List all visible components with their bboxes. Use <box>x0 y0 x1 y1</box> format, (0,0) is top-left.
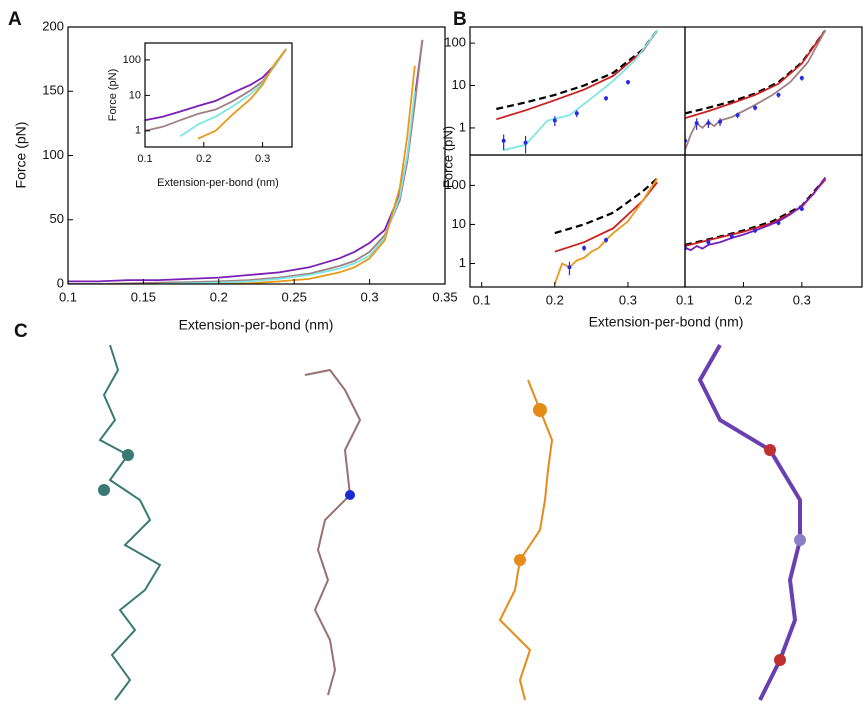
x-tick-label: 0.2 <box>734 292 752 307</box>
x-tick-label: 0.2 <box>196 153 211 165</box>
series-line <box>218 65 416 284</box>
x-tick-label: 0.1 <box>473 292 491 307</box>
data-point <box>799 76 804 81</box>
y-tick-label: 100 <box>444 177 466 192</box>
y-tick-label: 100 <box>123 54 141 66</box>
data-point <box>501 138 506 143</box>
x-tick-label: 0.25 <box>282 289 307 304</box>
data-point <box>625 80 630 85</box>
molecule <box>304 368 362 696</box>
x-axis-label: Extension-per-bond (nm) <box>157 177 279 189</box>
series-line <box>503 29 658 151</box>
data-point <box>799 206 804 211</box>
molecule <box>498 379 554 701</box>
axes-frame <box>144 42 293 148</box>
data-point <box>729 234 734 239</box>
axes-frame <box>469 26 686 156</box>
data-point <box>574 111 579 116</box>
x-axis-label: Extension-per-bond (nm) <box>589 314 744 330</box>
axes-frame <box>469 154 686 288</box>
y-axis-label: Force (pN) <box>13 122 29 189</box>
axes-frame <box>684 154 863 288</box>
axes-frame <box>67 26 446 285</box>
x-tick-label: 0.3 <box>361 289 379 304</box>
atom <box>514 554 526 566</box>
x-tick-label: 0.3 <box>619 292 637 307</box>
y-tick-label: 0 <box>57 275 64 290</box>
data-point <box>552 118 557 123</box>
panel-label: A <box>8 9 22 30</box>
y-tick-label: 50 <box>50 211 64 226</box>
data-point <box>523 140 528 145</box>
data-point <box>753 105 758 110</box>
plot-area <box>145 48 287 140</box>
x-tick-label: 0.1 <box>137 153 152 165</box>
x-tick-label: 0.2 <box>546 292 564 307</box>
y-axis-label: Force (pN) <box>107 69 119 122</box>
data-point <box>604 237 609 242</box>
y-tick-label: 1 <box>459 255 466 270</box>
y-tick-label: 100 <box>42 147 64 162</box>
series-line <box>685 29 826 151</box>
series-line <box>685 29 827 115</box>
data-point <box>753 228 758 233</box>
data-point <box>582 245 587 250</box>
atom <box>122 449 134 461</box>
x-tick-label: 0.15 <box>131 289 156 304</box>
x-tick-label: 0.2 <box>210 289 228 304</box>
y-tick-label: 150 <box>42 83 64 98</box>
data-point <box>776 220 781 225</box>
series-line <box>685 176 826 252</box>
molecules <box>98 344 806 701</box>
data-point <box>706 121 711 126</box>
series-line <box>197 48 287 140</box>
x-tick-label: 0.3 <box>793 292 811 307</box>
plot-area <box>496 29 659 154</box>
data-point <box>604 96 609 101</box>
panel-label: C <box>14 321 28 342</box>
data-point <box>735 113 740 118</box>
series-line <box>685 179 826 247</box>
y-tick-label: 100 <box>444 35 466 50</box>
x-tick-label: 0.1 <box>59 289 77 304</box>
atom <box>345 490 355 500</box>
atom <box>794 534 806 546</box>
x-tick-label: 0.1 <box>676 292 694 307</box>
molecule <box>697 344 802 701</box>
x-tick-label: 0.3 <box>255 153 270 165</box>
atom <box>98 484 110 496</box>
y-tick-label: 10 <box>452 216 466 231</box>
y-tick-label: 1 <box>135 125 141 137</box>
axes-frame <box>684 26 863 156</box>
y-tick-label: 10 <box>452 77 466 92</box>
x-axis-label: Extension-per-bond (nm) <box>179 317 334 333</box>
data-point <box>718 119 723 124</box>
panel-label: B <box>453 9 467 30</box>
x-tick-label: 0.35 <box>432 289 457 304</box>
data-point <box>706 240 711 245</box>
series-line <box>145 48 287 122</box>
series-line <box>685 29 826 120</box>
y-axis-label: Force (pN) <box>440 126 455 188</box>
series-line <box>496 29 658 121</box>
inset-background <box>145 43 292 147</box>
atom <box>533 403 547 417</box>
y-tick-label: 10 <box>129 89 141 101</box>
data-point <box>694 121 699 126</box>
plot-area <box>685 176 827 252</box>
atom <box>774 654 786 666</box>
y-tick-label: 1 <box>459 119 466 134</box>
plot-area <box>553 177 658 285</box>
data-point <box>567 265 572 270</box>
series-line <box>554 177 658 235</box>
series-line <box>496 29 659 111</box>
data-point <box>776 92 781 97</box>
series-line <box>685 177 827 246</box>
atom <box>764 444 776 456</box>
molecule <box>98 344 162 701</box>
plot-area <box>685 29 827 155</box>
y-tick-label: 200 <box>42 18 64 33</box>
